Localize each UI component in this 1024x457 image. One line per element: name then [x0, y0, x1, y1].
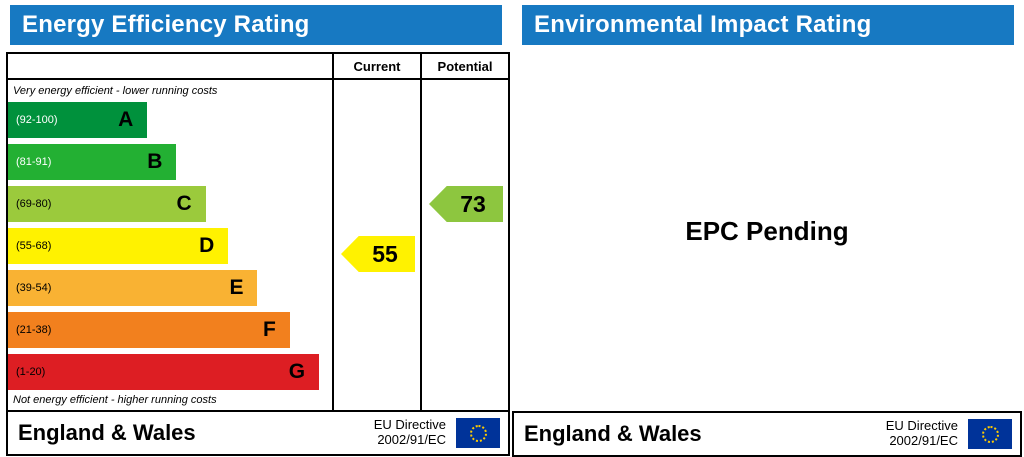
region-label: England & Wales [524, 421, 702, 447]
band-letter: B [147, 150, 163, 173]
eu-directive-line2: 2002/91/EC [377, 432, 446, 447]
chart-header-spacer [8, 54, 332, 78]
band-range-label: (55-68) [16, 240, 52, 252]
region-label: England & Wales [18, 420, 196, 445]
top-caption: Very energy efficient - lower running co… [13, 85, 218, 97]
band-letter: G [288, 360, 306, 383]
band-f: (21-38) F [8, 312, 290, 348]
current-rating-value: 55 [372, 240, 398, 267]
band-letter: C [176, 192, 192, 215]
eu-flag-stars [981, 425, 999, 443]
current-column-header: Current [332, 54, 420, 78]
eu-directive-line2: 2002/91/EC [889, 433, 958, 449]
epc-pending-area: EPC Pending [512, 51, 1022, 412]
band-d: (55-68) D [8, 228, 229, 264]
energy-efficiency-panel: Energy Efficiency Rating Current Potenti… [6, 5, 510, 456]
environmental-impact-panel: Environmental Impact Rating EPC Pending … [512, 0, 1024, 457]
environmental-rating-title: Environmental Impact Rating [522, 5, 1014, 45]
band-e: (39-54) E [8, 270, 258, 306]
left-footer: England & Wales EU Directive 2002/91/EC [6, 410, 510, 456]
band-range-label: (21-38) [16, 324, 52, 336]
eu-directive-label: EU Directive 2002/91/EC [885, 418, 958, 449]
band-range-label: (81-91) [16, 156, 52, 168]
eu-flag-icon [968, 419, 1012, 450]
potential-rating-arrow: 73 [429, 186, 503, 222]
band-range-label: (69-80) [16, 198, 52, 210]
current-column: 55 [332, 80, 420, 410]
energy-rating-title-text: Energy Efficiency Rating [22, 11, 310, 38]
environmental-rating-title-text: Environmental Impact Rating [534, 10, 872, 38]
potential-column: 73 [420, 80, 508, 410]
eu-directive-line1: EU Directive [885, 418, 958, 434]
band-range-label: (92-100) [16, 114, 58, 126]
eu-flag-stars [469, 424, 487, 442]
band-b: (81-91) B [8, 144, 177, 180]
potential-rating-value: 73 [460, 190, 486, 217]
eu-flag-icon [456, 418, 500, 448]
energy-rating-chart: Current Potential Very energy efficient … [6, 52, 510, 412]
chart-body: Very energy efficient - lower running co… [8, 80, 508, 410]
eu-directive-label: EU Directive 2002/91/EC [373, 417, 446, 448]
band-letter: F [263, 318, 276, 341]
band-letter: D [199, 234, 215, 257]
right-footer: England & Wales EU Directive 2002/91/EC [512, 411, 1022, 457]
eu-directive-line1: EU Directive [373, 417, 446, 433]
rating-bands-column: Very energy efficient - lower running co… [8, 80, 332, 410]
energy-rating-title: Energy Efficiency Rating [10, 5, 502, 45]
band-range-label: (1-20) [16, 366, 46, 378]
band-c: (69-80) C [8, 186, 206, 222]
rating-bands: (92-100) A (81-91) B (69-80) C (55-68) [8, 102, 332, 390]
epc-pending-message: EPC Pending [685, 216, 849, 246]
band-letter: E [229, 276, 244, 299]
current-rating-arrow: 55 [341, 236, 415, 272]
chart-header-row: Current Potential [8, 54, 508, 80]
band-g: (1-20) G [8, 354, 320, 390]
band-a: (92-100) A [8, 102, 148, 138]
band-letter: A [118, 108, 134, 131]
band-range-label: (39-54) [16, 282, 52, 294]
potential-column-header: Potential [420, 54, 508, 78]
bottom-caption: Not energy efficient - higher running co… [13, 394, 217, 406]
